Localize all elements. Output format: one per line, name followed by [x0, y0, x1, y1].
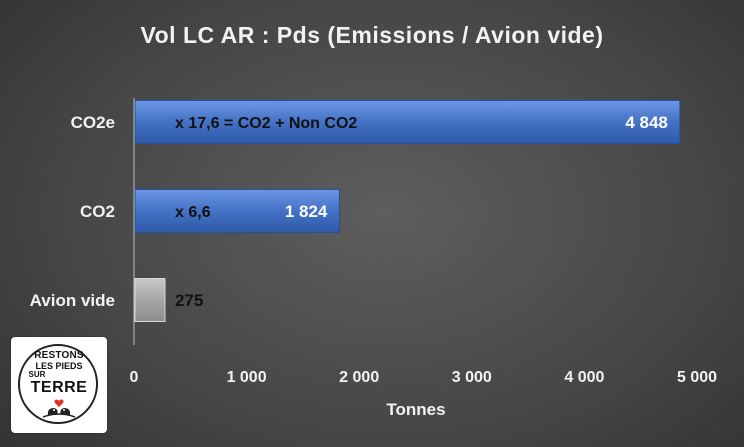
bar	[134, 278, 166, 322]
x-tick-label: 1 000	[227, 369, 267, 386]
y-tick-label: Avion vide	[30, 291, 115, 310]
data-label: 4 848	[625, 113, 668, 132]
bar-annotation: x 17,6 = CO2 + Non CO2	[175, 115, 357, 132]
y-tick-label: CO2	[80, 202, 115, 221]
x-tick-label: 2 000	[339, 369, 379, 386]
chart-title: Vol LC AR : Pds (Emissions / Avion vide)	[140, 22, 603, 48]
x-tick-label: 3 000	[452, 369, 492, 386]
logo-circle	[18, 344, 98, 424]
x-tick-label: 5 000	[677, 369, 717, 386]
logo-line-2: LES PIEDS	[35, 361, 83, 371]
birds-on-branch-icon	[42, 399, 76, 418]
x-axis-label: Tonnes	[386, 400, 445, 419]
bar-annotation: x 6,6	[175, 204, 211, 221]
y-tick-label: CO2e	[71, 113, 115, 132]
logo-line-3: SUR	[28, 370, 46, 379]
restons-les-pieds-sur-terre-logo: RESTONS LES PIEDS SUR TERRE	[11, 337, 107, 433]
data-label: 275	[175, 291, 203, 310]
x-tick-label: 0	[130, 369, 139, 386]
logo-line-4: TERRE	[30, 379, 88, 396]
bar	[134, 100, 681, 144]
data-label: 1 824	[285, 202, 328, 221]
x-tick-label: 4 000	[564, 369, 604, 386]
bar	[134, 189, 340, 233]
logo-line-1: RESTONS	[34, 350, 84, 361]
